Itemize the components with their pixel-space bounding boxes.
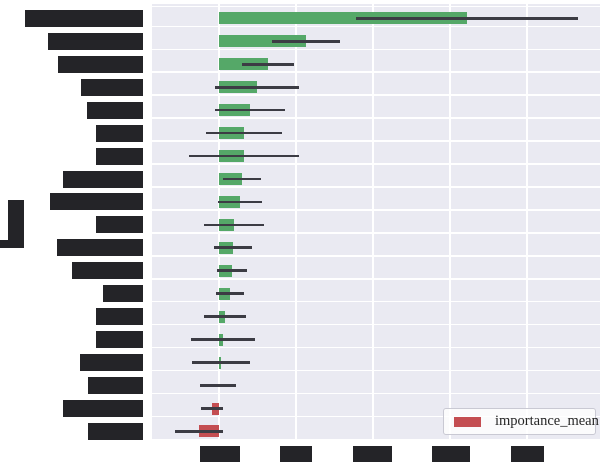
y-tick-redaction bbox=[72, 262, 143, 280]
error-bar bbox=[218, 200, 262, 204]
error-bar bbox=[223, 177, 261, 181]
error-bar bbox=[200, 384, 237, 387]
gridline-y bbox=[152, 163, 600, 165]
gridline-y bbox=[152, 209, 600, 211]
gridline-x bbox=[526, 4, 528, 440]
gridline-x bbox=[449, 4, 451, 440]
gridline-y bbox=[152, 94, 600, 96]
y-tick-redaction bbox=[63, 400, 143, 417]
error-bar bbox=[191, 338, 255, 341]
x-tick-redaction bbox=[432, 446, 470, 462]
y-tick-redaction bbox=[25, 9, 143, 27]
y-tick-redaction bbox=[57, 239, 143, 257]
gridline-y bbox=[152, 323, 600, 326]
gridline-y bbox=[152, 48, 600, 50]
error-bar bbox=[215, 85, 299, 89]
error-bar bbox=[215, 108, 285, 112]
y-tick-redaction bbox=[50, 193, 143, 211]
error-bar bbox=[356, 16, 578, 20]
gridline-y bbox=[152, 369, 600, 372]
error-bar bbox=[192, 361, 250, 364]
plot-area bbox=[152, 4, 600, 440]
gridline-y bbox=[152, 346, 600, 349]
legend-label: importance_mean bbox=[495, 413, 599, 430]
y-tick-redaction bbox=[96, 331, 143, 349]
x-tick-redaction bbox=[353, 446, 392, 462]
gridline-y bbox=[152, 300, 600, 303]
y-tick-redaction bbox=[96, 147, 143, 165]
error-bar bbox=[206, 131, 282, 135]
gridline-x bbox=[295, 4, 297, 440]
gridline-y bbox=[152, 392, 600, 395]
gridline-y bbox=[152, 415, 600, 418]
gridline-y bbox=[152, 117, 600, 119]
y-axis-title-redaction-block bbox=[0, 240, 24, 248]
error-bar bbox=[217, 269, 247, 273]
gridline-y bbox=[152, 278, 600, 280]
y-tick-redaction bbox=[58, 55, 143, 73]
gridline-y bbox=[152, 71, 600, 73]
y-tick-redaction bbox=[48, 32, 143, 50]
y-tick-redaction bbox=[88, 377, 143, 394]
error-bar bbox=[189, 154, 299, 158]
gridline-y bbox=[152, 232, 600, 234]
y-tick-redaction bbox=[63, 170, 143, 188]
y-tick-redaction bbox=[87, 101, 143, 119]
y-tick-redaction bbox=[96, 124, 143, 142]
x-tick-redaction bbox=[511, 446, 544, 462]
error-bar bbox=[272, 39, 340, 43]
y-tick-redaction bbox=[103, 285, 143, 303]
legend: importance_mean bbox=[443, 408, 599, 435]
gridline-y bbox=[152, 438, 600, 440]
y-tick-redaction bbox=[81, 78, 143, 96]
error-bar bbox=[242, 62, 294, 66]
error-bar bbox=[175, 430, 223, 433]
x-tick-redaction bbox=[280, 446, 312, 462]
gridline-y bbox=[152, 5, 600, 7]
gridline-x bbox=[372, 4, 374, 440]
y-tick-redaction bbox=[80, 354, 143, 372]
importance-bar bbox=[219, 35, 306, 48]
y-axis-title-redaction-block bbox=[8, 200, 24, 240]
error-bar bbox=[204, 315, 246, 319]
gridline-y bbox=[152, 186, 600, 188]
error-bar bbox=[201, 407, 223, 410]
legend-swatch bbox=[454, 416, 481, 427]
y-tick-redaction bbox=[88, 422, 143, 440]
gridline-y bbox=[152, 255, 600, 257]
error-bar bbox=[216, 292, 244, 296]
error-bar bbox=[214, 246, 252, 250]
error-bar bbox=[204, 223, 264, 227]
gridline-x bbox=[218, 4, 220, 440]
y-tick-redaction bbox=[96, 308, 143, 326]
x-tick-redaction bbox=[200, 446, 240, 462]
gridline-y bbox=[152, 25, 600, 27]
importance-bar bbox=[219, 12, 467, 25]
y-tick-redaction bbox=[96, 216, 143, 234]
gridline-y bbox=[152, 140, 600, 142]
